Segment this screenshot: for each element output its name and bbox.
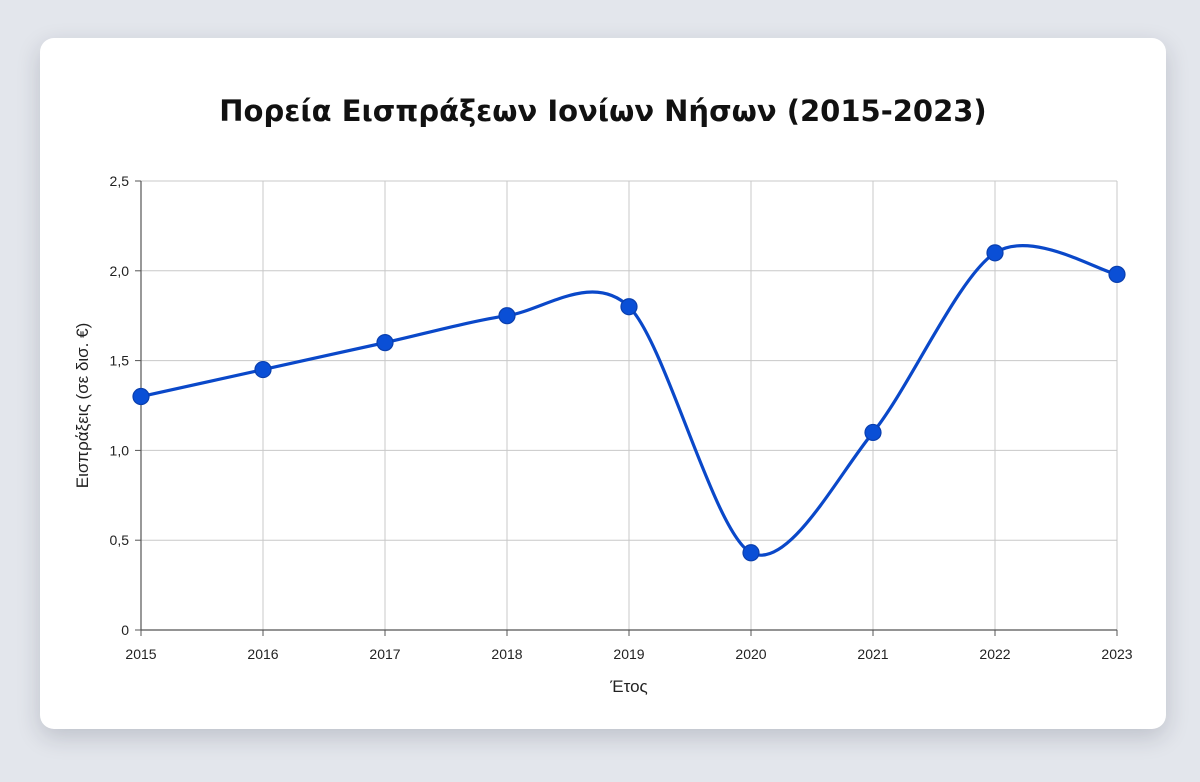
x-tick-label: 2018: [491, 646, 522, 662]
data-point: [1108, 265, 1126, 283]
y-tick-label: 2,0: [110, 263, 130, 279]
x-tick-label: 2020: [735, 646, 766, 662]
y-tick-labels: 0 0,5 1,0 1,5 2,0 2,5: [110, 173, 130, 638]
data-point: [742, 544, 760, 562]
data-point: [620, 298, 638, 316]
series-layer: [139, 244, 1119, 557]
x-tick-labels: 2015 2016 2017 2018 2019 2020 2021 2022 2023: [125, 646, 1132, 662]
data-point: [864, 423, 882, 442]
x-axis-title: Έτος: [609, 677, 647, 696]
data-point: [254, 360, 272, 379]
data-points: [132, 244, 1126, 562]
x-tick-label: 2019: [613, 646, 644, 662]
data-point: [132, 387, 150, 406]
x-tick-label: 2016: [247, 646, 278, 662]
y-axis-title: Εισπράξεις (σε δισ. €): [73, 323, 92, 488]
data-point: [498, 307, 516, 325]
y-tick-label: 2,5: [110, 173, 130, 189]
axes: [135, 180, 1118, 636]
x-tick-label: 2017: [369, 646, 400, 662]
series-line: [139, 244, 1119, 557]
y-tick-label: 0: [121, 622, 129, 638]
data-point: [376, 334, 394, 352]
chart-title: Πορεία Εισπράξεων Ιονίων Νήσων (2015-202…: [219, 94, 987, 128]
y-tick-label: 1,0: [110, 442, 130, 458]
x-tick-label: 2022: [979, 646, 1010, 662]
y-tick-label: 0,5: [110, 532, 130, 548]
x-tick-label: 2015: [125, 646, 156, 662]
data-point: [986, 244, 1004, 262]
line-chart: 0 0,5 1,0 1,5 2,0 2,5 2015 2016 2017 2018 2019 202…: [73, 173, 1133, 696]
y-tick-label: 1,5: [110, 353, 130, 369]
grid: [141, 180, 1118, 630]
x-tick-label: 2023: [1101, 646, 1132, 662]
x-tick-label: 2021: [857, 646, 888, 662]
chart-card: Πορεία Εισπράξεων Ιονίων Νήσων (2015-202…: [40, 38, 1166, 729]
